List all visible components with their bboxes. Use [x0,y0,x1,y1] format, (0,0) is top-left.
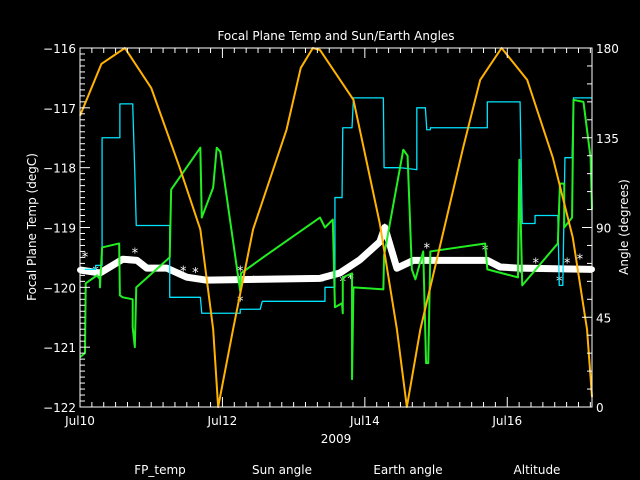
fp-temp-asterisk: * [251,275,258,290]
y-tick-label: −117 [43,102,76,116]
earth-angle-line [79,98,593,381]
y2-tick-label: 0 [596,401,604,415]
y-tick-label: −119 [43,222,76,236]
fp-temp-point [143,265,150,272]
y-tick-label: −118 [43,162,76,176]
y-axis-label: Focal Plane Temp (degC) [25,153,39,301]
y2-tick-label: 90 [596,222,611,236]
legend-sun-angle: Sun angle [252,463,312,477]
fp-temp-asterisk: * [237,264,244,279]
chart-title: Focal Plane Temp and Sun/Earth Angles [217,29,454,43]
y2-tick-label: 180 [596,42,619,56]
fp-temp-asterisk: * [192,266,199,281]
fp-temp-asterisk: * [564,257,571,272]
x-tick-label: Jul12 [207,414,238,428]
x-tick-label: Jul16 [491,414,522,428]
y2-axis-label: Angle (degrees) [617,179,631,275]
fp-temp-point [393,265,400,272]
fp-temp-point [381,224,388,231]
legend-altitude: Altitude [514,463,561,477]
y2-tick-label: 135 [596,132,619,146]
fp-temp-point [183,274,190,281]
fp-temp-asterisk: * [424,242,431,257]
fp-temp-point [163,265,170,272]
legend: FP_temp Sun angle Earth angle Altitude [134,463,560,477]
sun-angle-line [80,97,592,314]
fp-temp-asterisk: * [517,266,524,281]
fp-temp-point [356,256,363,263]
y2-tick-label: 45 [596,311,611,325]
legend-earth-angle: Earth angle [373,463,442,477]
fp-temp-point [119,256,126,263]
fp-temp-point [336,269,343,276]
y-tick-label: −120 [43,281,76,295]
fp-temp-asterisk: * [382,223,389,238]
fp-temp-point [133,257,140,264]
legend-fp-temp: FP_temp [134,463,186,477]
fp-temp-asterisk: * [237,294,244,309]
y-tick-label: −116 [43,42,76,56]
fp-temp-asterisk: * [92,264,99,279]
fp-temp-asterisk: * [82,251,89,266]
fp-temp-asterisk: * [532,257,539,272]
fp-temp-point [497,263,504,270]
altitude-line [79,47,593,408]
series-layer: **** * *** * * *** ***** * [77,47,595,408]
x-tick-label: Jul10 [64,414,95,428]
y-tick-label: −122 [43,401,76,415]
fp-temp-asterisk: * [132,246,139,261]
fp-temp-asterisk: * [577,252,584,267]
x-tick-label: Jul14 [349,414,380,428]
axes-layer: −116 −117 −118 −119 −120 −121 −122 180 135 90 45 0 J… [43,42,619,428]
fp-temp-point [316,275,323,282]
x-axis-label: 2009 [321,432,352,446]
fp-temp-asterisk: * [180,264,187,279]
y-tick-label: −121 [43,341,76,355]
fp-temp-asterisk: * [320,275,327,290]
fp-temp-asterisk: * [347,272,354,287]
fp-temp-point [376,238,383,245]
